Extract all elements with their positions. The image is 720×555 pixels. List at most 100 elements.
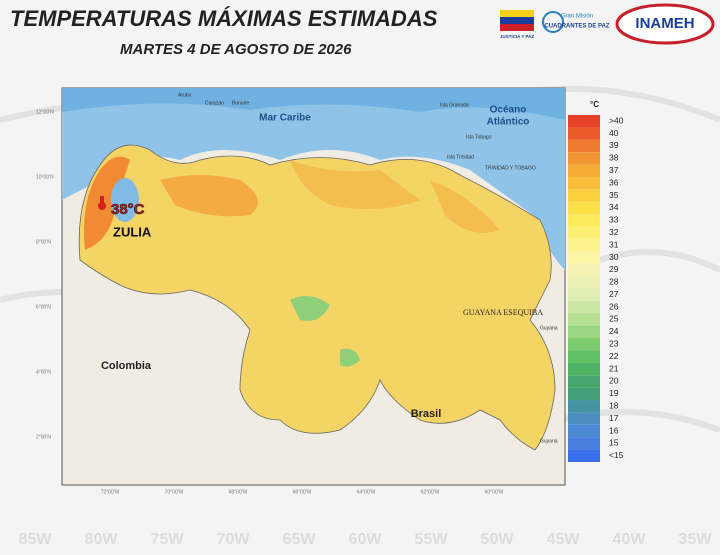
legend-label: 29	[609, 264, 619, 274]
background-label: 65W	[283, 531, 317, 548]
legend-swatch	[568, 201, 600, 215]
legend-swatch	[568, 437, 600, 450]
legend-swatch	[568, 400, 600, 413]
legend-label: 32	[609, 227, 619, 237]
background-label: 45W	[547, 531, 581, 548]
legend-swatch	[568, 300, 600, 314]
logo-text: CUADRANTES DE PAZ	[544, 24, 610, 30]
flag-stripe	[500, 17, 534, 24]
lon-label: 60°00'W	[485, 489, 504, 495]
legend-unit: °C	[590, 100, 599, 109]
legend-swatch	[568, 214, 600, 227]
island-label: Bonaire	[232, 100, 249, 106]
legend-swatch	[568, 325, 600, 339]
lon-label: 70°00'W	[165, 489, 184, 495]
legend-swatch	[568, 424, 600, 438]
legend-swatch	[568, 276, 600, 289]
legend-label: >40	[609, 115, 624, 125]
logo-text: Gran Misión	[561, 14, 593, 20]
legend-label: 35	[609, 190, 619, 200]
background-label: 40W	[613, 531, 647, 548]
legend-swatch	[568, 164, 600, 177]
country-label: Colombia	[101, 360, 152, 372]
coordinates: 12°00'N 10°00'N 8°00'N 6°00'N 4°00'N 2°00'N 72…	[36, 109, 504, 495]
island-label: Isla Granada	[440, 102, 469, 108]
background-label: 80W	[85, 531, 119, 548]
legend-label: 22	[609, 351, 619, 361]
lat-label: 2°00'N	[36, 434, 51, 440]
island-label: Aruba	[178, 92, 192, 98]
legend: >40 40 39 38 37 36 35 34 33 32 31 30 29 28 27 26 25 24 23 2…	[568, 115, 624, 462]
legend-swatch	[568, 127, 600, 140]
legend-label: 24	[609, 326, 619, 336]
legend-label: 37	[609, 165, 619, 175]
legend-swatch	[568, 449, 600, 462]
legend-label: 16	[609, 425, 619, 435]
warm-zone	[290, 160, 500, 233]
flag-stripe	[500, 24, 534, 31]
legend-swatch	[568, 375, 600, 388]
legend-swatch	[568, 189, 600, 202]
legend-swatch	[568, 288, 600, 301]
legend-label: 15	[609, 438, 619, 448]
legend-label: 34	[609, 202, 619, 212]
title: TEMPERATURAS MÁXIMAS ESTIMADAS	[10, 6, 438, 31]
legend-swatch	[568, 412, 600, 425]
flag-stripe	[500, 10, 534, 17]
logo-shape	[615, 3, 715, 45]
legend-label: 21	[609, 363, 619, 373]
lon-label: 66°00'W	[293, 489, 312, 495]
region-label: GUAYANA ESEQUIBA	[463, 308, 543, 317]
island-label: Isla Trinidad	[447, 154, 474, 160]
lon-label: 68°00'W	[229, 489, 248, 495]
lon-label: 72°00'W	[101, 489, 120, 495]
hot-zone	[84, 156, 130, 250]
hot-zone	[160, 175, 258, 217]
logo-text: JUSTICIA Y PAZ	[500, 34, 535, 39]
sea-label: Atlántico	[487, 117, 530, 128]
background-labels: 85W 80W 75W 70W 65W 60W 55W 50W 45W 40W 35W	[19, 531, 713, 548]
legend-swatch	[568, 362, 600, 376]
legend-label: 17	[609, 413, 619, 423]
legend-swatch	[568, 263, 600, 277]
legend-label: 31	[609, 239, 619, 249]
background-label: 70W	[217, 531, 251, 548]
lat-label: 4°00'N	[36, 369, 51, 375]
island-label: Isla Tobago	[466, 134, 492, 140]
cool-zone	[290, 296, 360, 367]
venezuela	[78, 144, 556, 451]
subtitle: MARTES 4 DE AGOSTO DE 2026	[120, 41, 352, 58]
island-label: Guyana	[540, 325, 558, 331]
island-label: TRINIDAD Y TOBAGO	[485, 165, 536, 171]
legend-label: 20	[609, 376, 619, 386]
background-label: 60W	[349, 531, 383, 548]
lat-label: 6°00'N	[36, 304, 51, 310]
sea-label: Mar Caribe	[259, 113, 311, 124]
legend-swatch	[568, 313, 600, 326]
sea-label: Océano	[490, 105, 527, 116]
legend-label: 39	[609, 140, 619, 150]
lat-label: 10°00'N	[36, 174, 54, 180]
lake-maracaibo	[111, 178, 139, 222]
legend-swatch	[568, 139, 600, 153]
legend-swatch	[568, 226, 600, 239]
highlight-state: ZULIA	[113, 224, 152, 239]
legend-label: 33	[609, 215, 619, 225]
logos: JUSTICIA Y PAZ Gran Misión CUADRANTES DE…	[500, 3, 715, 45]
legend-swatch	[568, 338, 600, 351]
legend-label: 18	[609, 400, 619, 410]
country-label: Brasil	[411, 408, 442, 420]
legend-swatch	[568, 238, 600, 252]
lon-label: 62°00'W	[421, 489, 440, 495]
legend-label: 36	[609, 177, 619, 187]
background-label: 75W	[151, 531, 185, 548]
island-label: Guyana	[540, 438, 558, 444]
lon-label: 64°00'W	[357, 489, 376, 495]
legend-label: 25	[609, 314, 619, 324]
background-label: 50W	[481, 531, 515, 548]
thermometer-icon	[100, 196, 104, 206]
legend-label: 28	[609, 277, 619, 287]
logo-shape	[542, 11, 564, 33]
lat-label: 12°00'N	[36, 109, 54, 115]
